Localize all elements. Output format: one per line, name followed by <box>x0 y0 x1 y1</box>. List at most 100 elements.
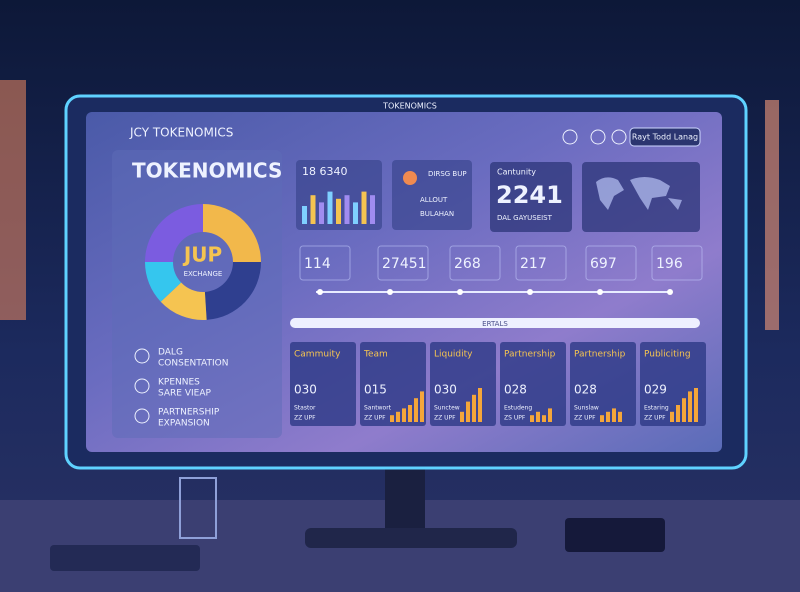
donut-segment <box>160 282 207 320</box>
card-note: Estaring <box>644 405 669 412</box>
card-line: BULAHAN <box>420 210 454 218</box>
card-title: DIRSG BUP <box>428 170 467 178</box>
timeline-dot <box>457 289 463 295</box>
card-bar <box>414 398 418 422</box>
metric-box <box>299 245 351 281</box>
world-map <box>596 177 682 210</box>
card-title: Team <box>363 350 388 360</box>
item-icon <box>134 408 150 424</box>
item-text: PARTNERSHIP <box>158 408 220 418</box>
donut-segment <box>145 262 182 302</box>
card-line: ALLOUT <box>420 196 448 204</box>
metric-value: 27451 <box>382 256 427 272</box>
icon-button[interactable] <box>611 129 627 145</box>
card-bar <box>670 411 674 422</box>
mini-bar <box>353 202 358 224</box>
device <box>565 518 665 552</box>
card-note: Sunslaw <box>574 405 599 412</box>
window-light <box>0 80 26 320</box>
heading: TOKENOMICS <box>132 159 282 183</box>
icon <box>403 171 417 185</box>
card-bar <box>612 408 616 422</box>
mini-bar <box>336 198 341 224</box>
metric-value: 196 <box>656 256 683 272</box>
card-bar <box>694 388 698 422</box>
mini-bar <box>327 191 333 224</box>
card-value: 030 <box>434 383 457 397</box>
metric-value: 697 <box>590 256 617 272</box>
item-text: SARE VIEAP <box>158 389 211 399</box>
button-label[interactable]: Rayt Todd Lanag <box>632 133 698 142</box>
mini-bar <box>344 195 350 224</box>
card-note: Estudeng <box>504 405 532 412</box>
card-title: Publiciting <box>644 350 691 360</box>
metric-box <box>515 245 567 281</box>
card-bar <box>408 405 412 422</box>
card-title: Partnership <box>504 350 556 360</box>
card-bar <box>530 415 534 422</box>
donut-segment <box>203 204 261 262</box>
metric-value: 268 <box>454 256 481 272</box>
card-bar <box>682 398 686 422</box>
card-bar <box>390 415 394 422</box>
timeline-dot <box>387 289 393 295</box>
progress-bar <box>290 318 700 328</box>
card-note: ZZ UPF <box>644 415 666 422</box>
metric-value: 217 <box>520 256 547 272</box>
timeline-dot <box>527 289 533 295</box>
card-value: 028 <box>504 383 527 397</box>
card-bar <box>402 408 406 422</box>
card-note: Sunctew <box>434 405 460 412</box>
mini-bar <box>370 195 375 224</box>
progress-label: ERTALS <box>482 320 508 328</box>
card <box>490 162 572 232</box>
item-text: EXPANSION <box>158 419 210 429</box>
timeline-dot <box>667 289 673 295</box>
metric-box <box>585 245 637 281</box>
donut-segment <box>145 204 203 262</box>
card-bar <box>606 411 610 422</box>
card-note: ZZ UPF <box>294 415 316 422</box>
card-value: 030 <box>294 383 317 397</box>
item-icon <box>134 348 150 364</box>
window-light <box>765 100 779 330</box>
card-bar <box>472 394 476 422</box>
donut-segment <box>204 262 261 320</box>
timeline-dot <box>317 289 323 295</box>
card-title: Partnership <box>574 350 626 360</box>
card <box>290 342 356 426</box>
metric-value: 114 <box>304 256 331 272</box>
metric-box <box>377 245 429 281</box>
card-bar <box>536 411 540 422</box>
item-icon <box>134 378 150 394</box>
mini-bar <box>361 191 367 224</box>
card-bar <box>396 411 400 422</box>
card <box>296 160 382 230</box>
donut-label: JUP <box>182 243 222 267</box>
card <box>570 342 636 426</box>
brand: JCY TOKENOMICS <box>129 126 233 140</box>
item-text: DALG <box>158 348 183 358</box>
card-note: ZZ UPF <box>364 415 386 422</box>
card-bar <box>600 415 604 422</box>
card-value: 015 <box>364 383 387 397</box>
card-bar <box>466 401 470 422</box>
card-bar <box>676 405 680 422</box>
donut-sublabel: EXCHANGE <box>184 270 223 278</box>
card-note: ZZ UPF <box>434 415 456 422</box>
card-bar <box>618 411 622 422</box>
monitor-stand <box>385 468 425 532</box>
icon-button[interactable] <box>562 129 578 145</box>
button[interactable] <box>629 127 701 147</box>
card-value: 18 6340 <box>302 165 348 178</box>
card-value: 029 <box>644 383 667 397</box>
card-note: Santwort <box>364 405 392 412</box>
mini-bar <box>310 195 316 224</box>
card-bar <box>688 391 692 422</box>
card-bar <box>460 411 464 422</box>
icon-button[interactable] <box>590 129 606 145</box>
card-bar <box>420 391 424 422</box>
card-title: Liquidity <box>434 350 473 360</box>
